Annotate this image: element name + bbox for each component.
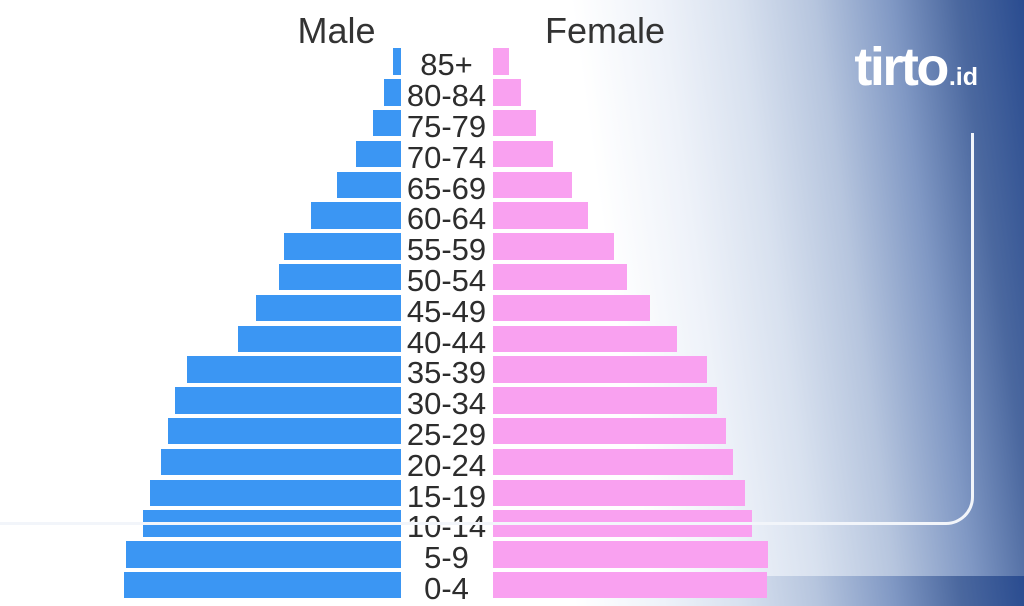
- male-bar-75-79: [373, 109, 401, 137]
- age-group-label-25-29: 25-29: [406, 416, 487, 452]
- age-group-label-55-59: 55-59: [406, 232, 487, 268]
- female-bar-10-14: [493, 510, 752, 537]
- male-bar-45-49: [256, 294, 401, 322]
- age-group-label-5-9: 5-9: [424, 540, 469, 576]
- female-bar-20-24: [493, 448, 733, 476]
- male-bar-65-69: [337, 171, 401, 198]
- legend-male-label: Male: [297, 10, 376, 51]
- tirto-logo: tirto .id: [854, 36, 978, 98]
- female-bar-40-44: [493, 325, 677, 352]
- age-group-label-80-84: 80-84: [406, 78, 487, 114]
- male-bar-55-59: [284, 233, 401, 260]
- male-bar-40-44: [238, 325, 401, 352]
- male-bar-35-39: [187, 356, 401, 383]
- age-group-label-40-44: 40-44: [406, 324, 487, 360]
- age-group-label-20-24: 20-24: [406, 447, 487, 483]
- male-bar-15-19: [150, 479, 401, 506]
- male-bar-60-64: [311, 202, 401, 229]
- logo-brand-text: tirto: [854, 37, 949, 97]
- female-bar-65-69: [493, 171, 572, 198]
- female-bar-30-34: [493, 387, 717, 414]
- age-group-label-60-64: 60-64: [406, 201, 487, 237]
- legend-female-label: Female: [544, 10, 666, 51]
- age-group-label-85+: 85+: [420, 47, 473, 83]
- female-bar-25-29: [493, 417, 726, 445]
- male-bar-25-29: [168, 417, 401, 445]
- male-bar-80-84: [384, 79, 401, 106]
- age-group-label-30-34: 30-34: [406, 386, 487, 422]
- logo-suffix-text: .id: [948, 63, 978, 91]
- age-group-label-50-54: 50-54: [406, 262, 487, 298]
- female-bar-45-49: [493, 294, 650, 322]
- female-bar-55-59: [493, 233, 614, 260]
- female-bar-50-54: [493, 263, 627, 291]
- female-bar-70-74: [493, 140, 553, 168]
- male-bar-5-9: [126, 541, 401, 568]
- male-bar-50-54: [279, 263, 401, 291]
- female-bar-35-39: [493, 356, 707, 383]
- age-group-label-15-19: 15-19: [406, 478, 487, 514]
- age-group-label-10-14: 10-14: [406, 509, 487, 545]
- female-bar-60-64: [493, 202, 588, 229]
- female-bar-75-79: [493, 109, 536, 137]
- female-bar-85+: [493, 48, 509, 75]
- male-bar-85+: [393, 48, 401, 75]
- age-group-label-35-39: 35-39: [406, 355, 487, 391]
- male-bar-10-14: [143, 510, 401, 537]
- age-group-label-75-79: 75-79: [406, 108, 487, 144]
- age-group-label-65-69: 65-69: [406, 170, 487, 206]
- female-bar-15-19: [493, 479, 745, 506]
- male-bar-20-24: [161, 448, 401, 476]
- age-group-label-70-74: 70-74: [406, 139, 487, 175]
- female-bar-5-9: [493, 541, 768, 568]
- age-group-label-0-4: 0-4: [424, 570, 469, 606]
- male-bar-30-34: [175, 387, 401, 414]
- female-bar-80-84: [493, 79, 521, 106]
- age-group-label-45-49: 45-49: [406, 293, 487, 329]
- male-bar-70-74: [356, 140, 401, 168]
